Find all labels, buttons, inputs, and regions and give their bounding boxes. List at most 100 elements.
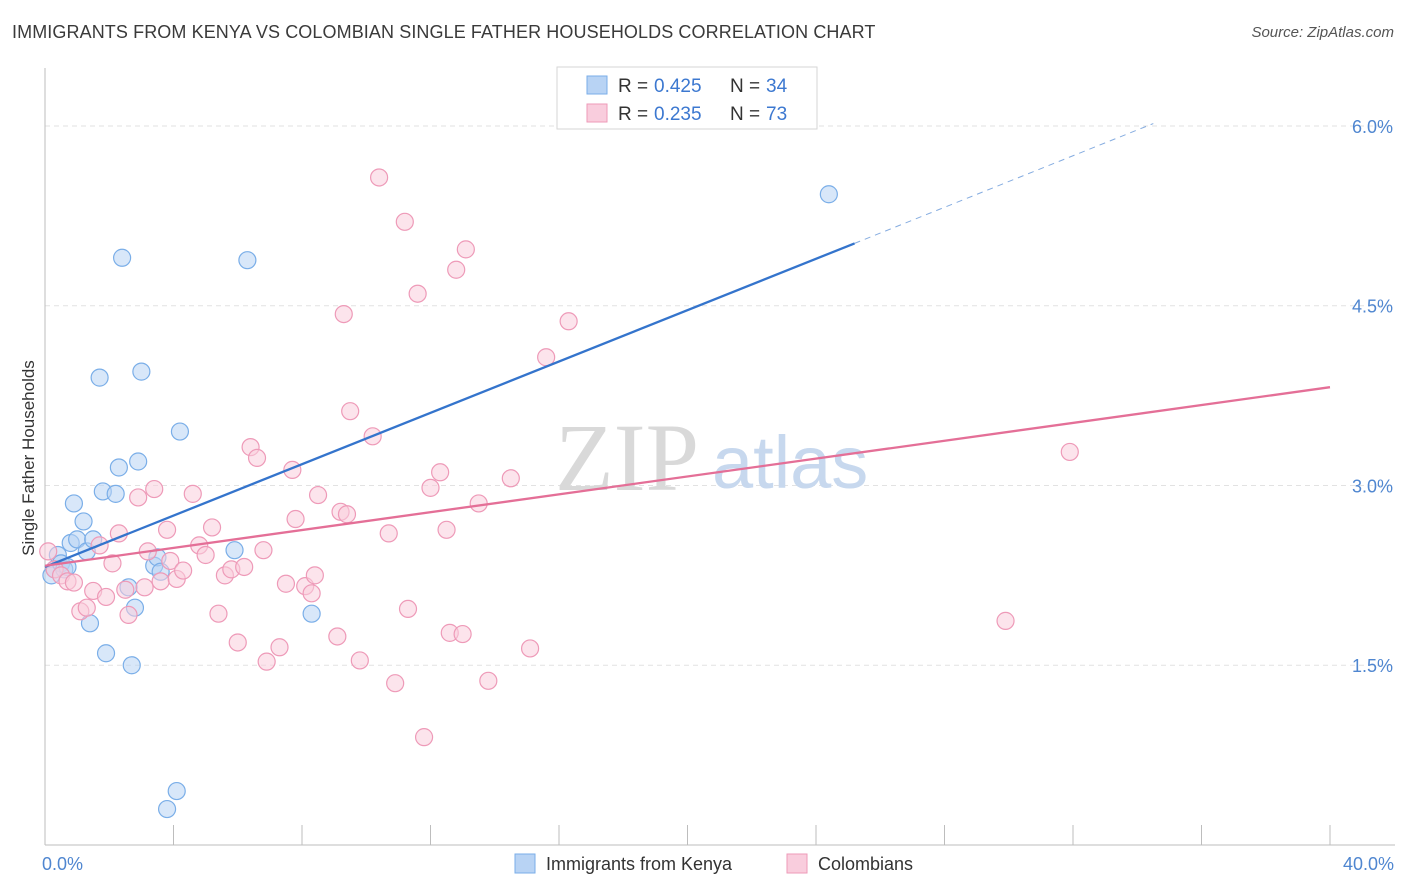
trend-line-colombians	[44, 386, 1331, 567]
point-colombians	[254, 541, 273, 560]
legend-n-value-kenya: 34	[766, 76, 788, 97]
point-kenya	[112, 248, 132, 267]
point-colombians	[209, 604, 228, 623]
point-colombians	[161, 551, 180, 571]
point-colombians	[64, 573, 84, 592]
point-colombians	[77, 598, 96, 617]
watermark-zip: ZIP	[555, 404, 699, 511]
point-kenya	[819, 185, 838, 204]
bottom-legend-label-colombians: Colombians	[818, 854, 913, 874]
point-colombians	[157, 520, 177, 539]
point-kenya	[106, 484, 125, 503]
legend-r-label-kenya: R =	[618, 76, 648, 97]
point-kenya	[109, 458, 128, 477]
point-colombians	[286, 509, 305, 529]
y-tick-label: 4.5%	[1352, 297, 1393, 317]
point-colombians	[996, 611, 1015, 630]
trend-line-kenya-extension	[854, 123, 1154, 244]
point-kenya	[90, 368, 109, 387]
point-colombians	[341, 402, 360, 421]
point-colombians	[414, 728, 434, 747]
trend-layer	[44, 123, 1331, 569]
point-colombians	[276, 574, 296, 593]
point-colombians	[559, 312, 578, 331]
point-colombians	[135, 578, 154, 597]
point-colombians	[145, 479, 164, 499]
grid-layer	[45, 125, 1395, 666]
x-tick-label: 0.0%	[42, 854, 83, 874]
point-colombians	[103, 554, 122, 573]
point-colombians	[328, 627, 347, 646]
point-kenya	[96, 644, 116, 663]
point-colombians	[129, 488, 148, 507]
point-colombians	[350, 651, 369, 670]
point-kenya	[74, 512, 93, 531]
point-colombians	[235, 557, 254, 577]
point-kenya	[302, 604, 321, 623]
bottom-legend-swatch-kenya	[514, 853, 536, 874]
point-colombians	[501, 469, 520, 488]
point-colombians	[302, 584, 321, 603]
point-kenya	[132, 362, 151, 381]
point-colombians	[431, 463, 450, 482]
legend-n-label-colombians: N =	[730, 104, 760, 125]
bottom-legend: Immigrants from Kenya Colombians	[514, 853, 913, 874]
legend-r-value-colombians: 0.235	[654, 104, 702, 125]
legend-swatch-colombians	[586, 103, 608, 123]
point-kenya	[225, 541, 244, 560]
point-colombians	[386, 674, 405, 693]
bottom-legend-label-kenya: Immigrants from Kenya	[546, 854, 733, 874]
trend-line-kenya	[44, 242, 855, 569]
y-tick-label: 3.0%	[1352, 476, 1393, 496]
point-colombians	[453, 624, 472, 644]
point-colombians	[456, 240, 475, 259]
point-colombians	[96, 587, 116, 607]
point-colombians	[447, 260, 466, 279]
point-colombians	[398, 599, 418, 619]
y-axis-label: Single Father Households	[19, 360, 38, 556]
y-tick-label: 6.0%	[1352, 117, 1393, 137]
point-colombians	[247, 448, 267, 468]
point-colombians	[337, 505, 357, 524]
point-colombians	[334, 304, 353, 324]
chart-source: Source: ZipAtlas.com	[1251, 24, 1394, 41]
legend: R = 0.425 N = 34 R = 0.235 N = 73	[556, 66, 818, 130]
point-kenya	[129, 452, 148, 471]
legend-n-value-colombians: 73	[766, 104, 787, 125]
point-colombians	[1060, 442, 1079, 462]
point-colombians	[183, 484, 202, 503]
y-tick-label: 1.5%	[1352, 656, 1393, 676]
legend-swatch-kenya	[586, 75, 608, 95]
point-colombians	[151, 572, 170, 591]
point-colombians	[116, 580, 135, 599]
point-colombians	[308, 485, 328, 505]
point-kenya	[167, 781, 186, 801]
legend-n-label-kenya: N =	[730, 76, 760, 97]
point-colombians	[437, 520, 456, 539]
point-kenya	[238, 251, 257, 270]
point-colombians	[174, 561, 193, 580]
legend-r-label-colombians: R =	[618, 104, 648, 125]
point-colombians	[202, 518, 222, 537]
point-kenya	[157, 799, 177, 819]
chart-title: IMMIGRANTS FROM KENYA VS COLOMBIAN SINGL…	[12, 22, 876, 42]
axes-layer	[44, 68, 1395, 846]
point-colombians	[479, 671, 498, 690]
point-kenya	[122, 656, 141, 675]
point-colombians	[395, 212, 414, 231]
point-colombians	[370, 168, 389, 187]
legend-r-value-kenya: 0.425	[654, 76, 702, 97]
point-colombians	[270, 638, 289, 657]
point-kenya	[64, 494, 84, 513]
point-colombians	[119, 605, 138, 625]
point-kenya	[170, 422, 190, 441]
point-colombians	[305, 566, 324, 585]
point-colombians	[469, 494, 488, 513]
point-colombians	[379, 524, 398, 543]
point-colombians	[421, 478, 440, 497]
bottom-legend-swatch-colombians	[786, 853, 808, 874]
point-colombians	[520, 639, 540, 658]
point-colombians	[196, 545, 215, 565]
point-colombians	[257, 652, 276, 671]
point-colombians	[408, 284, 427, 303]
